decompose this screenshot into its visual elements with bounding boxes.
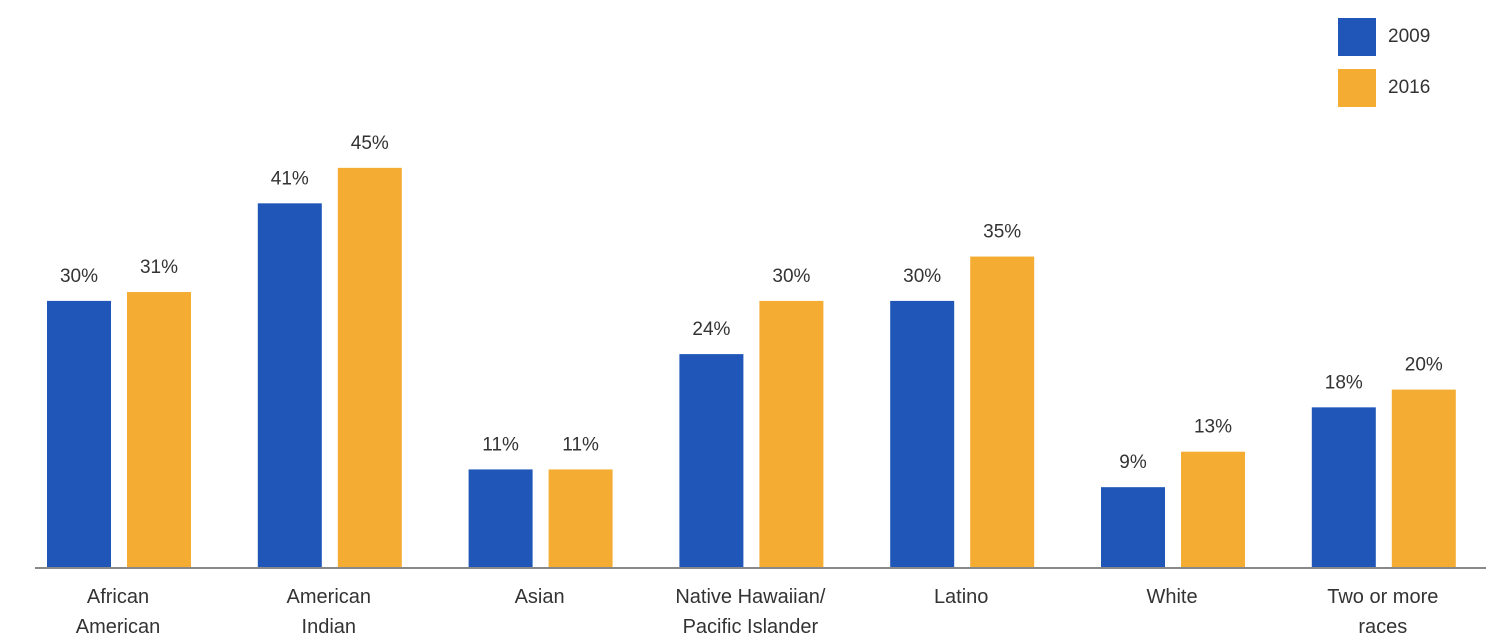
value-label: 31% <box>140 257 178 278</box>
value-label: 30% <box>60 266 98 287</box>
value-label: 11% <box>562 434 599 455</box>
x-tick-label: Latino <box>933 586 989 608</box>
value-label: 20% <box>1405 355 1443 376</box>
value-label: 41% <box>271 168 309 189</box>
bar <box>1391 389 1456 567</box>
value-label: 24% <box>692 319 730 340</box>
value-label: 13% <box>1194 417 1232 438</box>
legend-label: 2009 <box>1388 26 1430 47</box>
value-label: 11% <box>482 434 519 455</box>
bar <box>127 292 191 567</box>
x-tick-label: White <box>1146 586 1198 608</box>
legend-label: 2016 <box>1388 77 1430 98</box>
bar <box>890 300 955 567</box>
x-tick-label: African American <box>75 586 161 638</box>
bar <box>1311 407 1376 567</box>
legend-swatch <box>1338 18 1376 56</box>
x-tick-label: American Indian <box>286 586 372 638</box>
x-tick-label: Native Hawaiian/ Pacific Islander <box>675 586 826 638</box>
bar <box>337 167 402 567</box>
value-label: 30% <box>772 266 810 287</box>
bar <box>759 300 824 567</box>
value-label: 35% <box>983 222 1021 243</box>
value-label: 30% <box>903 266 941 287</box>
value-label: 18% <box>1325 372 1363 393</box>
bar <box>47 300 111 567</box>
bar <box>970 256 1035 567</box>
bar <box>468 469 533 567</box>
value-label: 45% <box>351 133 389 154</box>
bar <box>548 469 613 567</box>
bar <box>679 354 744 567</box>
bar <box>257 203 322 567</box>
x-tick-label: Asian <box>514 586 565 608</box>
value-label: 9% <box>1119 452 1147 473</box>
x-tick-label: Two or more races <box>1327 586 1439 638</box>
bar <box>1101 487 1165 567</box>
legend-swatch <box>1338 69 1376 107</box>
bar <box>1181 451 1245 567</box>
